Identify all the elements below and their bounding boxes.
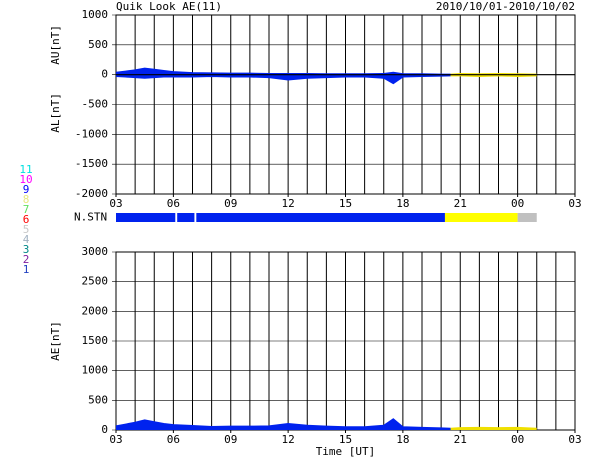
trace-line <box>450 75 537 77</box>
x-tick-label: 03 <box>109 433 122 446</box>
station-count-label: 6 <box>23 213 30 226</box>
trace-line <box>450 72 537 75</box>
station-segment <box>517 213 537 222</box>
y-tick-label: -500 <box>82 98 109 111</box>
y-tick-label: 0 <box>101 68 108 81</box>
station-count-label: 10 <box>19 173 32 186</box>
y-tick-label: 1000 <box>82 364 109 377</box>
station-segment <box>444 213 518 222</box>
x-tick-label: 18 <box>396 433 409 446</box>
plot-frame <box>115 14 576 195</box>
trace-line <box>115 75 451 85</box>
x-tick-label: 03 <box>568 433 581 446</box>
x-tick-label: 03 <box>109 197 122 210</box>
station-count-label: 4 <box>23 233 30 246</box>
y-tick-label: 0 <box>101 423 108 436</box>
station-count-label: 5 <box>23 223 30 236</box>
x-tick-label: 15 <box>339 433 352 446</box>
y-axis-label: AL[nT] <box>49 93 62 133</box>
x-tick-label: 18 <box>396 197 409 210</box>
area-fill <box>450 427 537 430</box>
y-tick-label: 500 <box>88 38 108 51</box>
x-tick-label: 21 <box>454 433 467 446</box>
chart-title: Quik Look AE(11) <box>116 0 222 13</box>
x-tick-label: 09 <box>224 197 237 210</box>
trace-line <box>450 426 537 429</box>
x-axis-label: Time [UT] <box>316 445 376 458</box>
station-segment <box>177 213 195 222</box>
x-tick-label: 09 <box>224 433 237 446</box>
x-tick-label: 03 <box>568 197 581 210</box>
trace-line <box>115 418 451 429</box>
station-count-label: 7 <box>23 203 30 216</box>
y-tick-label: -1500 <box>75 157 108 170</box>
x-tick-label: 12 <box>282 197 295 210</box>
station-segment <box>196 213 445 222</box>
y-tick-label: 3000 <box>82 245 109 258</box>
x-tick-label: 15 <box>339 197 352 210</box>
y-tick-label: -1000 <box>75 127 108 140</box>
x-tick-label: 06 <box>167 433 180 446</box>
y-axis-label: AU[nT] <box>49 25 62 65</box>
station-count-label: 3 <box>23 243 30 256</box>
y-tick-label: -2000 <box>75 187 108 200</box>
x-tick-label: 21 <box>454 197 467 210</box>
trace-line <box>115 67 451 75</box>
chart-subtitle: 2010/10/01-2010/10/02 <box>436 0 575 13</box>
y-tick-label: 1000 <box>82 8 109 21</box>
station-segment <box>116 213 176 222</box>
y-tick-label: 2500 <box>82 275 109 288</box>
station-count-label: 9 <box>23 183 30 196</box>
station-count-label: 1 <box>23 263 30 276</box>
x-tick-label: 00 <box>511 433 524 446</box>
x-tick-label: 06 <box>167 197 180 210</box>
y-tick-label: 500 <box>88 393 108 406</box>
station-count-label: 8 <box>23 193 30 206</box>
station-count-label: 11 <box>19 163 32 176</box>
station-count-label: 2 <box>23 253 30 266</box>
x-tick-label: 12 <box>282 433 295 446</box>
x-tick-label: 00 <box>511 197 524 210</box>
y-axis-label: AE[nT] <box>49 321 62 361</box>
status-label: N.STN <box>74 211 107 224</box>
y-tick-label: 2000 <box>82 304 109 317</box>
y-tick-label: 1500 <box>82 334 109 347</box>
